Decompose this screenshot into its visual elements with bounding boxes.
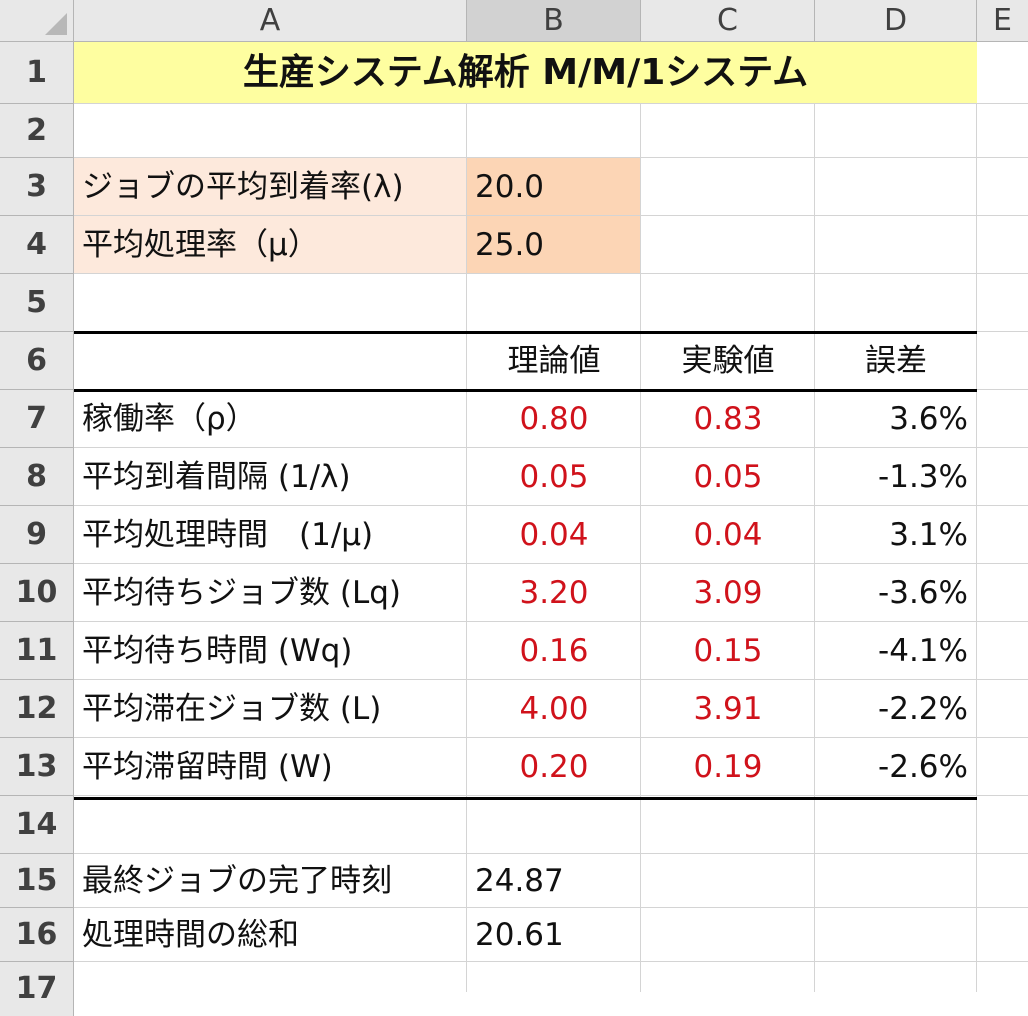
grid-hline (74, 621, 1028, 622)
row-header-16[interactable]: 16 (0, 908, 74, 962)
row-header-12[interactable]: 12 (0, 680, 74, 738)
grid-hline (74, 157, 1028, 158)
grid-hline (74, 737, 1028, 738)
sheet-title[interactable]: 生産システム解析 M/M/1システム (242, 52, 809, 93)
grid-hline (74, 795, 1028, 796)
select-all-corner[interactable] (0, 0, 74, 42)
metric-label[interactable]: 平均到着間隔 (1/λ) (82, 459, 351, 495)
input-label-fill (74, 158, 467, 274)
table-bottom-border (74, 797, 977, 800)
metric-error[interactable]: 3.6% (889, 401, 968, 437)
title-merged-cell (74, 42, 977, 103)
metric-experiment[interactable]: 0.15 (693, 633, 763, 669)
grid-hline (74, 273, 1028, 274)
row-header-9[interactable]: 9 (0, 506, 74, 564)
metric-error[interactable]: -2.2% (878, 691, 968, 727)
grid-hline (74, 103, 1028, 104)
column-header-e[interactable]: E (977, 0, 1028, 42)
row-header-11[interactable]: 11 (0, 622, 74, 680)
metric-error[interactable]: 3.1% (889, 517, 968, 553)
grid-hline (74, 505, 1028, 506)
metric-label[interactable]: 平均滞在ジョブ数 (L) (82, 691, 382, 727)
metric-theory[interactable]: 4.00 (519, 691, 589, 727)
row-header-2[interactable]: 2 (0, 104, 74, 158)
input-value-arrival-rate[interactable]: 20.0 (475, 169, 545, 205)
grid-hline (74, 563, 1028, 564)
grid-hline (74, 679, 1028, 680)
header-error[interactable]: 誤差 (865, 343, 927, 379)
metric-label[interactable]: 平均滞留時間 (W) (82, 749, 333, 785)
metric-theory[interactable]: 0.05 (519, 459, 589, 495)
input-label-arrival-rate[interactable]: ジョブの平均到着率(λ) (82, 169, 404, 205)
row-header-15[interactable]: 15 (0, 854, 74, 908)
row-header-7[interactable]: 7 (0, 390, 74, 448)
header-theory[interactable]: 理論値 (507, 343, 601, 379)
metric-error[interactable]: -1.3% (878, 459, 968, 495)
table-top-border (74, 331, 977, 334)
grid-hline (74, 447, 1028, 448)
input-value-fill (467, 158, 641, 274)
metric-experiment[interactable]: 0.83 (693, 401, 763, 437)
grid-hline (74, 853, 1028, 854)
metric-theory[interactable]: 0.04 (519, 517, 589, 553)
row-header-8[interactable]: 8 (0, 448, 74, 506)
input-label-service-rate[interactable]: 平均処理率（μ） (82, 227, 319, 263)
metric-experiment[interactable]: 3.09 (693, 575, 763, 611)
column-header-c[interactable]: C (641, 0, 815, 42)
row-header-1[interactable]: 1 (0, 42, 74, 104)
row-header-4[interactable]: 4 (0, 216, 74, 274)
metric-theory[interactable]: 0.16 (519, 633, 589, 669)
summary-label-final-completion[interactable]: 最終ジョブの完了時刻 (82, 863, 392, 899)
metric-theory[interactable]: 3.20 (519, 575, 589, 611)
summary-value-final-completion[interactable]: 24.87 (475, 863, 564, 899)
row-header-6[interactable]: 6 (0, 332, 74, 390)
metric-error[interactable]: -3.6% (878, 575, 968, 611)
select-all-triangle-icon (45, 13, 67, 35)
metric-label[interactable]: 稼働率（ρ） (82, 401, 257, 437)
metric-experiment[interactable]: 0.04 (693, 517, 763, 553)
summary-value-total-processing[interactable]: 20.61 (475, 917, 564, 953)
column-header-b[interactable]: B (467, 0, 641, 42)
metric-experiment[interactable]: 0.19 (693, 749, 763, 785)
grid-vline-ab (466, 42, 467, 992)
grid-vline-de (976, 42, 977, 992)
grid-vline-cd (814, 42, 815, 992)
grid-hline (74, 215, 1028, 216)
grid-hline (74, 961, 1028, 962)
metric-error[interactable]: -2.6% (878, 749, 968, 785)
row-header-17[interactable]: 17 (0, 962, 74, 1016)
grid-vline-bc (640, 42, 641, 992)
row-header-14[interactable]: 14 (0, 796, 74, 854)
row-header-13[interactable]: 13 (0, 738, 74, 796)
summary-label-total-processing[interactable]: 処理時間の総和 (82, 917, 299, 953)
header-experiment[interactable]: 実験値 (681, 343, 775, 379)
grid-hline (74, 907, 1028, 908)
row-header-10[interactable]: 10 (0, 564, 74, 622)
row-header-5[interactable]: 5 (0, 274, 74, 332)
table-header-border (74, 389, 977, 392)
metric-error[interactable]: -4.1% (878, 633, 968, 669)
metric-label[interactable]: 平均待ちジョブ数 (Lq) (82, 575, 401, 611)
input-value-service-rate[interactable]: 25.0 (475, 227, 545, 263)
metric-experiment[interactable]: 3.91 (693, 691, 763, 727)
row-header-3[interactable]: 3 (0, 158, 74, 216)
metric-theory[interactable]: 0.20 (519, 749, 589, 785)
metric-experiment[interactable]: 0.05 (693, 459, 763, 495)
metric-label[interactable]: 平均待ち時間 (Wq) (82, 633, 353, 669)
metric-theory[interactable]: 0.80 (519, 401, 589, 437)
column-header-d[interactable]: D (815, 0, 977, 42)
metric-label[interactable]: 平均処理時間 (1/μ) (82, 517, 374, 553)
column-header-a[interactable]: A (74, 0, 467, 42)
